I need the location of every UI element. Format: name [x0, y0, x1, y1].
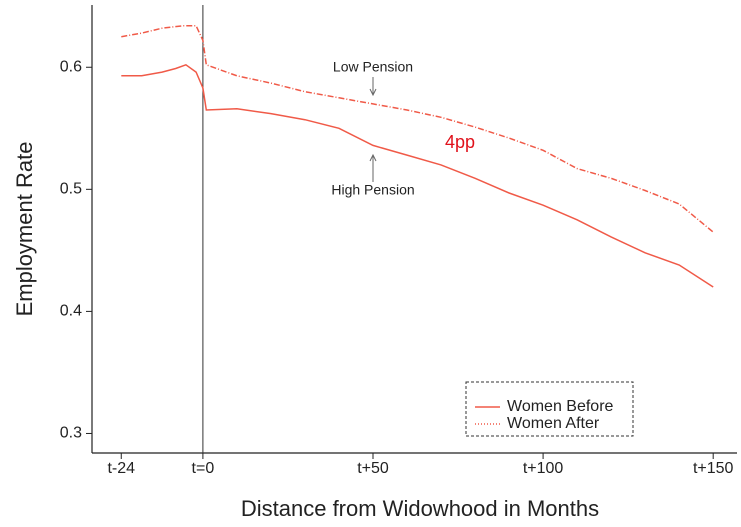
annotation-arrow — [369, 77, 377, 97]
annotation: High Pension — [331, 182, 414, 198]
legend-label: Women Before — [507, 398, 614, 415]
x-tick-label: t+100 — [523, 460, 564, 477]
y-tick-label: 0.3 — [60, 425, 82, 442]
series-line — [121, 63, 714, 288]
series-line — [121, 25, 714, 233]
legend-box — [465, 381, 634, 437]
x-tick-label: t+50 — [357, 460, 389, 477]
legend-label: Women After — [507, 415, 600, 432]
y-tick-label: 0.6 — [60, 58, 82, 75]
y-axis-label: Employment Rate — [12, 142, 37, 317]
x-tick-label: t=0 — [192, 460, 215, 477]
y-tick-label: 0.4 — [60, 303, 82, 320]
y-tick-label: 0.5 — [60, 181, 82, 198]
x-tick-label: t-24 — [107, 460, 135, 477]
x-axis-label: Distance from Widowhood in Months — [241, 496, 599, 521]
annotation: 4pp — [445, 132, 475, 152]
annotation-arrow — [369, 153, 377, 182]
annotation: Low Pension — [333, 59, 413, 75]
x-tick-label: t+150 — [693, 460, 734, 477]
